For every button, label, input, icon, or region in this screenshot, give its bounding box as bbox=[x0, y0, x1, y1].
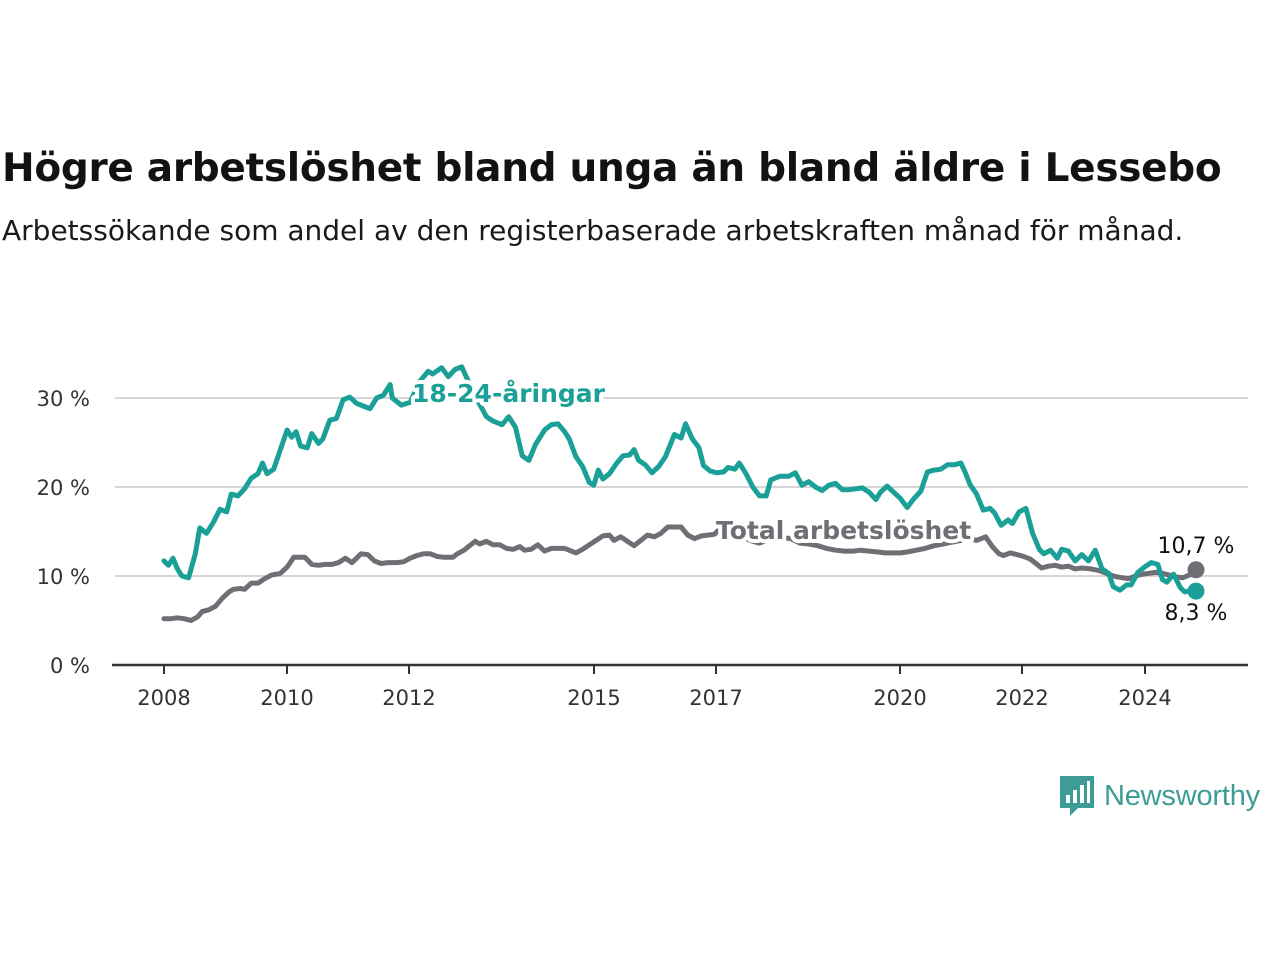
brand: Newsworthy bbox=[1058, 774, 1260, 818]
line-chart: 0 % 10 % 20 % 30 % 2008 2010 2012 2015 2017 2020… bbox=[37, 364, 1248, 710]
series-label-youth: 18-24-åringar bbox=[412, 379, 606, 408]
x-tick-label: 2015 bbox=[567, 686, 620, 710]
y-tick-label: 30 % bbox=[37, 387, 90, 411]
series-label-total: Total arbetslöshet bbox=[716, 516, 971, 545]
series-line bbox=[161, 524, 1199, 623]
series-end-point bbox=[1187, 561, 1205, 579]
end-value-youth: 8,3 % bbox=[1165, 601, 1228, 626]
series-end-point bbox=[1187, 582, 1205, 600]
y-tick-label: 0 % bbox=[50, 654, 90, 678]
series-labels: 18-24-åringar Total arbetslöshet 10,7 % 8,3… bbox=[408, 375, 1235, 626]
gridlines bbox=[112, 397, 1248, 667]
chart-subtitle: Arbetssökande som andel av den registerb… bbox=[2, 214, 1184, 247]
chart-title: Högre arbetslöshet bland unga än bland ä… bbox=[2, 146, 1222, 191]
newsworthy-logo-icon bbox=[1060, 776, 1094, 816]
series-lines bbox=[161, 364, 1205, 623]
x-tick-label: 2017 bbox=[689, 686, 742, 710]
end-value-total: 10,7 % bbox=[1158, 534, 1235, 559]
x-tick-label: 2022 bbox=[995, 686, 1048, 710]
x-tick-label: 2010 bbox=[260, 686, 313, 710]
x-tick-label: 2012 bbox=[382, 686, 435, 710]
series-line bbox=[161, 364, 1199, 595]
x-tick-label: 2008 bbox=[137, 686, 190, 710]
x-axis-ticks: 2008 2010 2012 2015 2017 2020 2022 2024 bbox=[137, 665, 1172, 710]
x-tick-label: 2020 bbox=[873, 686, 926, 710]
y-axis-ticks: 0 % 10 % 20 % 30 % bbox=[37, 387, 90, 678]
x-tick-label: 2024 bbox=[1118, 686, 1171, 710]
y-tick-label: 20 % bbox=[37, 476, 90, 500]
y-tick-label: 10 % bbox=[37, 565, 90, 589]
brand-name: Newsworthy bbox=[1104, 779, 1260, 812]
